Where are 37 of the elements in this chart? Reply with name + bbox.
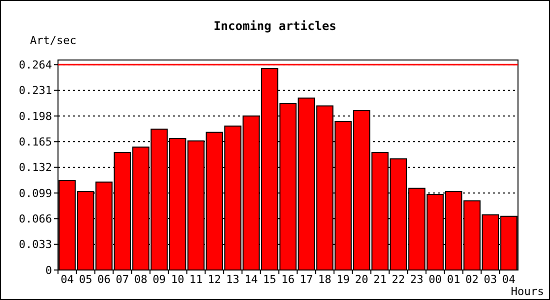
x-tick-label: 01 xyxy=(446,273,460,286)
x-tick-label: 12 xyxy=(208,273,222,286)
x-tick-label: 00 xyxy=(428,273,442,286)
x-tick-label: 04 xyxy=(60,273,74,286)
y-tick-label: 0.165 xyxy=(18,136,52,149)
x-tick-label: 16 xyxy=(281,273,295,286)
chart-title: Incoming articles xyxy=(214,19,336,33)
x-tick-label: 23 xyxy=(410,273,424,286)
y-tick-label: 0.264 xyxy=(18,58,52,72)
x-tick-label: 13 xyxy=(226,273,240,286)
x-tick-label: 19 xyxy=(336,273,350,286)
x-tick-label: 21 xyxy=(373,273,387,286)
x-tick-label: 15 xyxy=(262,273,276,286)
y-tick-label: 0 xyxy=(45,264,52,277)
y-tick-label: 0.198 xyxy=(18,110,52,123)
x-tick-label: 09 xyxy=(152,273,166,286)
x-tick-label: 18 xyxy=(318,273,332,286)
x-tick-label: 07 xyxy=(116,273,130,286)
x-tick-label: 03 xyxy=(484,273,498,286)
x-tick-label: 05 xyxy=(78,273,92,286)
x-axis-title: Hours xyxy=(510,285,544,298)
y-tick-label: 0.132 xyxy=(18,161,52,174)
x-tick-label: 04 xyxy=(502,273,516,286)
y-tick-label: 0.231 xyxy=(18,84,52,98)
x-tick-label: 14 xyxy=(244,273,258,286)
y-tick-label: 0.033 xyxy=(18,238,52,252)
x-tick-label: 06 xyxy=(97,273,111,286)
x-tick-label: 17 xyxy=(300,273,314,286)
x-tick-label: 10 xyxy=(170,273,184,286)
x-tick-label: 20 xyxy=(354,273,368,286)
x-tick-label: 22 xyxy=(392,273,406,286)
y-axis-title: Art/sec xyxy=(30,34,76,47)
y-tick-label: 0.066 xyxy=(18,212,52,226)
x-tick-label: 02 xyxy=(465,273,479,286)
x-tick-label: 11 xyxy=(189,273,203,286)
x-tick-label: 08 xyxy=(134,273,148,286)
y-tick-label: 0.099 xyxy=(18,186,52,200)
